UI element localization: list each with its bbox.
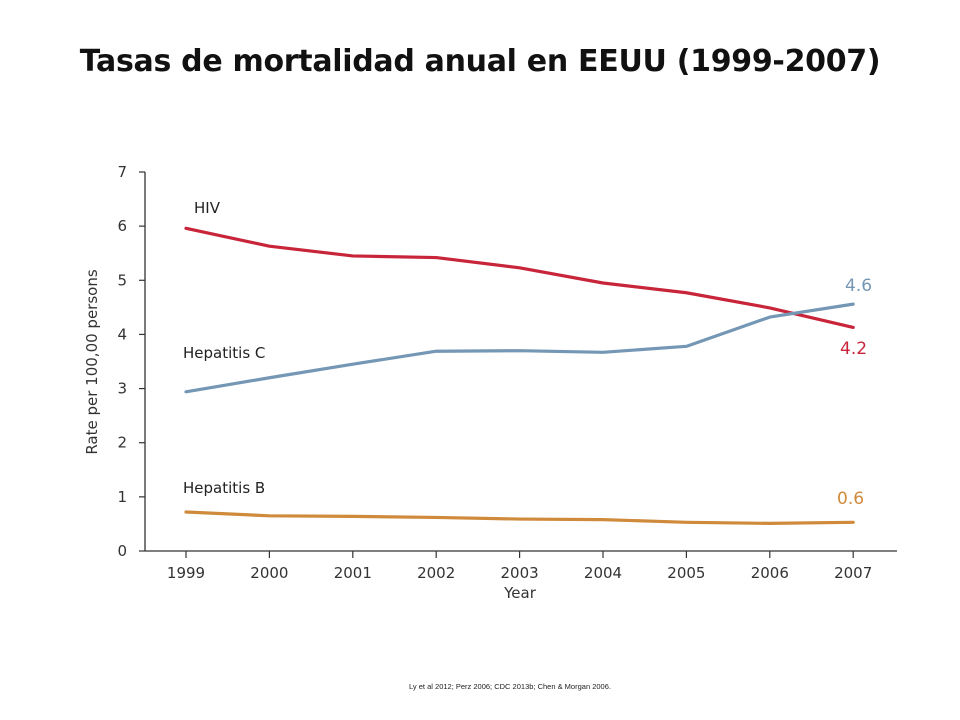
x-axis-title: Year	[503, 584, 537, 602]
x-tick-label: 2004	[584, 564, 622, 582]
x-tick-label: 2003	[501, 564, 539, 582]
end-value-label-hepatitis-b: 0.6	[837, 489, 864, 509]
series-label-hepatitis-b: Hepatitis B	[183, 479, 265, 497]
y-tick-label: 0	[117, 542, 127, 560]
x-tick-label: 2000	[250, 564, 288, 582]
y-tick-label: 2	[117, 434, 127, 452]
x-tick-label: 2005	[667, 564, 705, 582]
chart-ticks: 0 1 2 3 4 5 6 7 1999 2000 2001 2002 2003 2004 2005 2006…	[117, 163, 872, 582]
y-tick-label: 6	[117, 217, 127, 235]
chart-axes	[144, 172, 897, 552]
series-line-hepatitis-b	[184, 510, 855, 525]
end-value-label-hiv: 4.2	[840, 339, 867, 359]
y-axis-title: Rate per 100,00 persons	[83, 269, 101, 455]
end-value-label-hepatitis-c: 4.6	[845, 276, 872, 296]
series-label-hiv: HIV	[194, 199, 221, 217]
y-tick-label: 3	[117, 380, 127, 398]
x-tick-label: 2002	[417, 564, 455, 582]
x-tick-label: 2007	[834, 564, 872, 582]
y-tick-label: 1	[117, 488, 127, 506]
slide-title: Tasas de mortalidad anual en EEUU (1999-…	[79, 44, 881, 79]
x-tick-label: 2006	[751, 564, 789, 582]
series-label-hepatitis-c: Hepatitis C	[183, 344, 265, 362]
y-tick-label: 7	[117, 163, 127, 181]
series-line-hepatitis-c	[184, 302, 855, 394]
x-tick-label: 2001	[334, 564, 372, 582]
chart-labels: Year Rate per 100,00 persons HIV 4.2 Hepatit…	[83, 199, 872, 602]
y-tick-label: 5	[117, 271, 127, 289]
source-citation: Ly et al 2012; Perz 2006; CDC 2013b; Che…	[409, 682, 611, 691]
x-tick-label: 1999	[167, 564, 205, 582]
y-tick-label: 4	[117, 325, 127, 343]
chart-series	[184, 226, 855, 525]
series-line-hiv	[184, 226, 855, 329]
